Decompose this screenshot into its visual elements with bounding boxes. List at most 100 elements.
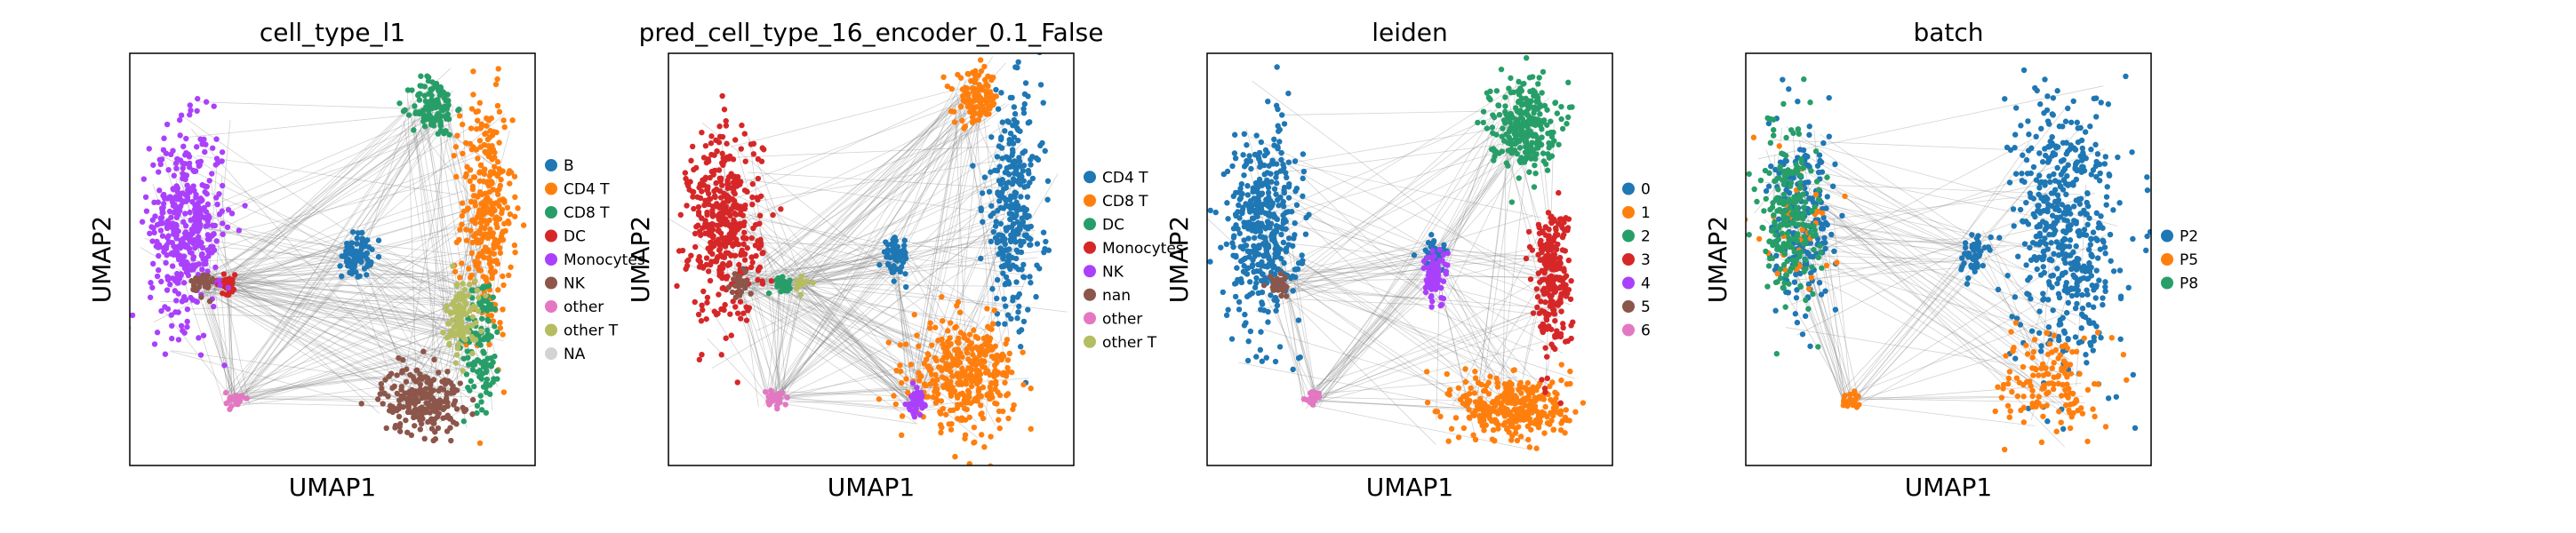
data-point xyxy=(180,235,187,243)
graph-edge xyxy=(228,265,346,293)
data-point xyxy=(421,123,428,130)
graph-edge xyxy=(780,91,969,288)
graph-edge xyxy=(912,114,976,394)
data-point xyxy=(963,89,969,95)
data-point xyxy=(374,396,381,402)
data-point xyxy=(1025,120,1031,126)
data-point xyxy=(942,411,949,418)
graph-edge xyxy=(744,296,767,402)
data-point xyxy=(474,214,480,221)
graph-edge xyxy=(804,257,1037,285)
data-point xyxy=(717,195,724,201)
data-point xyxy=(484,307,491,314)
data-point xyxy=(876,396,883,402)
data-point xyxy=(768,278,775,284)
data-point xyxy=(1502,108,1508,115)
data-point xyxy=(891,263,897,269)
data-point xyxy=(1516,123,1522,131)
data-point xyxy=(461,286,468,293)
graph-edge xyxy=(1282,108,1492,303)
data-point xyxy=(716,167,723,173)
graph-edge xyxy=(768,277,916,410)
data-point xyxy=(483,292,489,298)
data-point xyxy=(677,211,684,219)
graph-edge xyxy=(1262,235,1545,426)
data-point xyxy=(1558,103,1564,110)
data-point xyxy=(461,293,468,299)
data-point xyxy=(171,172,177,179)
data-point xyxy=(435,425,442,432)
data-point xyxy=(1484,125,1491,131)
graph-edge xyxy=(171,350,491,394)
graph-edge xyxy=(913,112,964,409)
data-point xyxy=(1009,147,1016,153)
data-point xyxy=(948,85,955,92)
data-point xyxy=(1550,266,1556,273)
data-point xyxy=(1280,239,1287,246)
data-point xyxy=(172,277,179,284)
data-point xyxy=(177,157,184,163)
data-point xyxy=(485,318,492,324)
data-point xyxy=(1501,390,1508,397)
data-point xyxy=(916,394,922,401)
data-point xyxy=(421,435,428,442)
data-point xyxy=(1020,261,1027,268)
data-point xyxy=(404,87,412,93)
data-point xyxy=(744,245,750,251)
data-point xyxy=(180,328,186,334)
data-point xyxy=(798,273,805,280)
data-point xyxy=(718,203,724,209)
data-point xyxy=(1495,410,1501,417)
graph-edge xyxy=(203,260,348,276)
data-point xyxy=(925,363,932,370)
data-point xyxy=(1543,354,1550,360)
data-point xyxy=(893,367,900,374)
data-point xyxy=(1440,251,1446,258)
graph-edge xyxy=(1432,266,1555,402)
data-point xyxy=(999,194,1005,200)
graph-edge xyxy=(1257,190,1431,274)
data-point xyxy=(161,135,167,141)
data-point xyxy=(726,259,732,266)
graph-edge xyxy=(740,203,814,284)
data-point xyxy=(492,239,498,245)
data-point xyxy=(487,210,494,217)
graph-edge xyxy=(1434,254,1539,277)
data-point xyxy=(1504,411,1511,418)
data-point xyxy=(204,268,211,274)
data-point xyxy=(453,352,460,358)
data-point xyxy=(467,282,473,288)
data-point xyxy=(1490,418,1496,424)
data-point xyxy=(1552,346,1558,353)
data-point xyxy=(178,260,185,267)
data-point xyxy=(797,291,804,298)
data-point xyxy=(500,273,506,280)
data-point xyxy=(1006,246,1012,252)
graph-edge xyxy=(771,275,903,401)
graph-edge xyxy=(727,256,898,288)
data-point xyxy=(1535,424,1542,431)
data-point xyxy=(468,198,475,205)
graph-edge xyxy=(1283,274,1478,418)
data-point xyxy=(1000,408,1006,415)
data-point xyxy=(908,393,915,400)
graph-edge xyxy=(1312,235,1432,396)
data-point xyxy=(1237,185,1244,192)
graph-edge xyxy=(204,274,465,306)
data-point xyxy=(732,137,739,143)
data-point xyxy=(732,211,740,218)
data-point xyxy=(1557,411,1564,418)
data-point xyxy=(992,386,998,393)
data-point xyxy=(973,370,980,377)
legend-label: CD8 T xyxy=(564,204,610,222)
data-point xyxy=(894,243,901,250)
data-point xyxy=(489,201,495,207)
data-point xyxy=(1021,91,1028,98)
graph-edge xyxy=(736,145,1016,158)
data-point xyxy=(1424,399,1431,406)
data-point xyxy=(708,133,715,139)
graph-edge xyxy=(203,287,444,339)
graph-edge xyxy=(226,285,236,398)
data-point xyxy=(1027,242,1033,248)
data-point xyxy=(719,216,725,223)
